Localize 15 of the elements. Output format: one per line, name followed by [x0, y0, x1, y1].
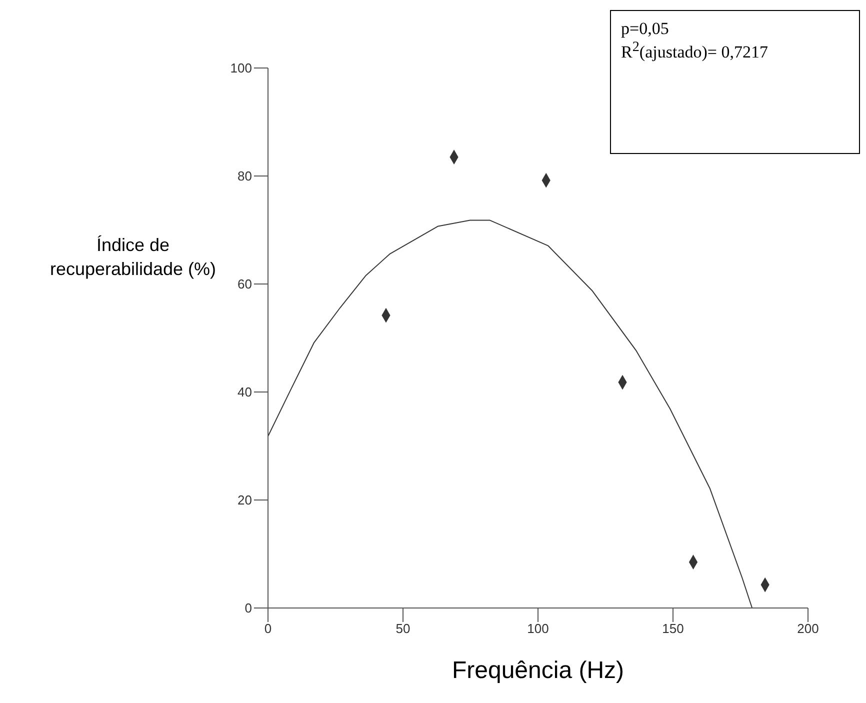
y-tick-label: 100 [230, 60, 252, 76]
x-tick-label: 0 [264, 621, 272, 636]
x-tick-label: 50 [396, 621, 410, 636]
annotation-box: p=0,05 R$^{2}$(ajustado)= 0,7217 [610, 10, 860, 154]
x-axis-title: Frequência (Hz) [452, 657, 624, 684]
y-tick-label: 0 [244, 600, 252, 616]
x-tick-label: 200 [797, 621, 819, 636]
x-tick-label: 100 [527, 621, 549, 636]
y-axis-title: Índice de recuperabilidade (%) [48, 234, 218, 281]
y-tick-label: 60 [238, 276, 252, 292]
y-tick-label: 40 [238, 384, 252, 400]
y-tick-label: 20 [238, 492, 252, 508]
line-series [268, 220, 753, 608]
x-tick-label: 150 [662, 621, 684, 636]
y-tick-label: 80 [238, 168, 252, 184]
